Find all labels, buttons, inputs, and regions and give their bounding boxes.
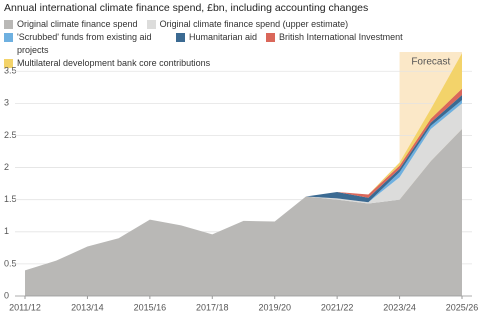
y-tick-label: 2 [4, 162, 9, 172]
legend-label: Multilateral development bank core contr… [17, 58, 211, 68]
legend-item: Humanitarian aid [176, 31, 257, 57]
legend-swatch [176, 33, 185, 42]
x-tick-label: 2025/26 [446, 302, 479, 312]
y-tick-label: 1 [4, 226, 9, 236]
x-tick-label: 2011/12 [9, 302, 41, 312]
x-tick-label: 2019/20 [258, 302, 291, 312]
legend-item: Multilateral development bank core contr… [4, 57, 210, 70]
legend-item: 'Scrubbed' funds from existing aid proje… [4, 31, 167, 57]
y-tick-label: 3.5 [4, 66, 17, 76]
x-tick-label: 2015/16 [134, 302, 167, 312]
x-tick-label: 2017/18 [196, 302, 229, 312]
y-tick-label: 1.5 [4, 194, 17, 204]
chart-title: Annual international climate finance spe… [4, 2, 369, 14]
legend-label: Humanitarian aid [189, 32, 258, 42]
legend-swatch [4, 59, 13, 68]
x-tick-label: 2013/14 [71, 302, 104, 312]
y-tick-label: 2.5 [4, 130, 17, 140]
x-tick-label: 2021/22 [321, 302, 354, 312]
x-tick-label: 2023/24 [383, 302, 416, 312]
legend: Original climate finance spend Original c… [4, 18, 476, 70]
legend-item: British International Investment [266, 31, 403, 57]
legend-swatch [146, 20, 156, 29]
y-tick-label: 3 [4, 98, 9, 108]
area [25, 129, 462, 296]
legend-label: Original climate finance spend (upper es… [159, 19, 349, 29]
forecast-label: Forecast [411, 57, 450, 68]
legend-label: 'Scrubbed' funds from existing aid proje… [17, 32, 152, 55]
y-tick-label: 0.5 [4, 258, 17, 268]
legend-swatch [266, 33, 276, 42]
legend-item: Original climate finance spend (upper es… [146, 18, 349, 31]
legend-swatch [4, 33, 13, 42]
legend-item: Original climate finance spend [4, 18, 138, 31]
legend-label: British International Investment [279, 32, 403, 42]
legend-swatch [4, 20, 13, 29]
legend-label: Original climate finance spend [17, 19, 138, 29]
y-tick-label: 0 [4, 290, 9, 300]
